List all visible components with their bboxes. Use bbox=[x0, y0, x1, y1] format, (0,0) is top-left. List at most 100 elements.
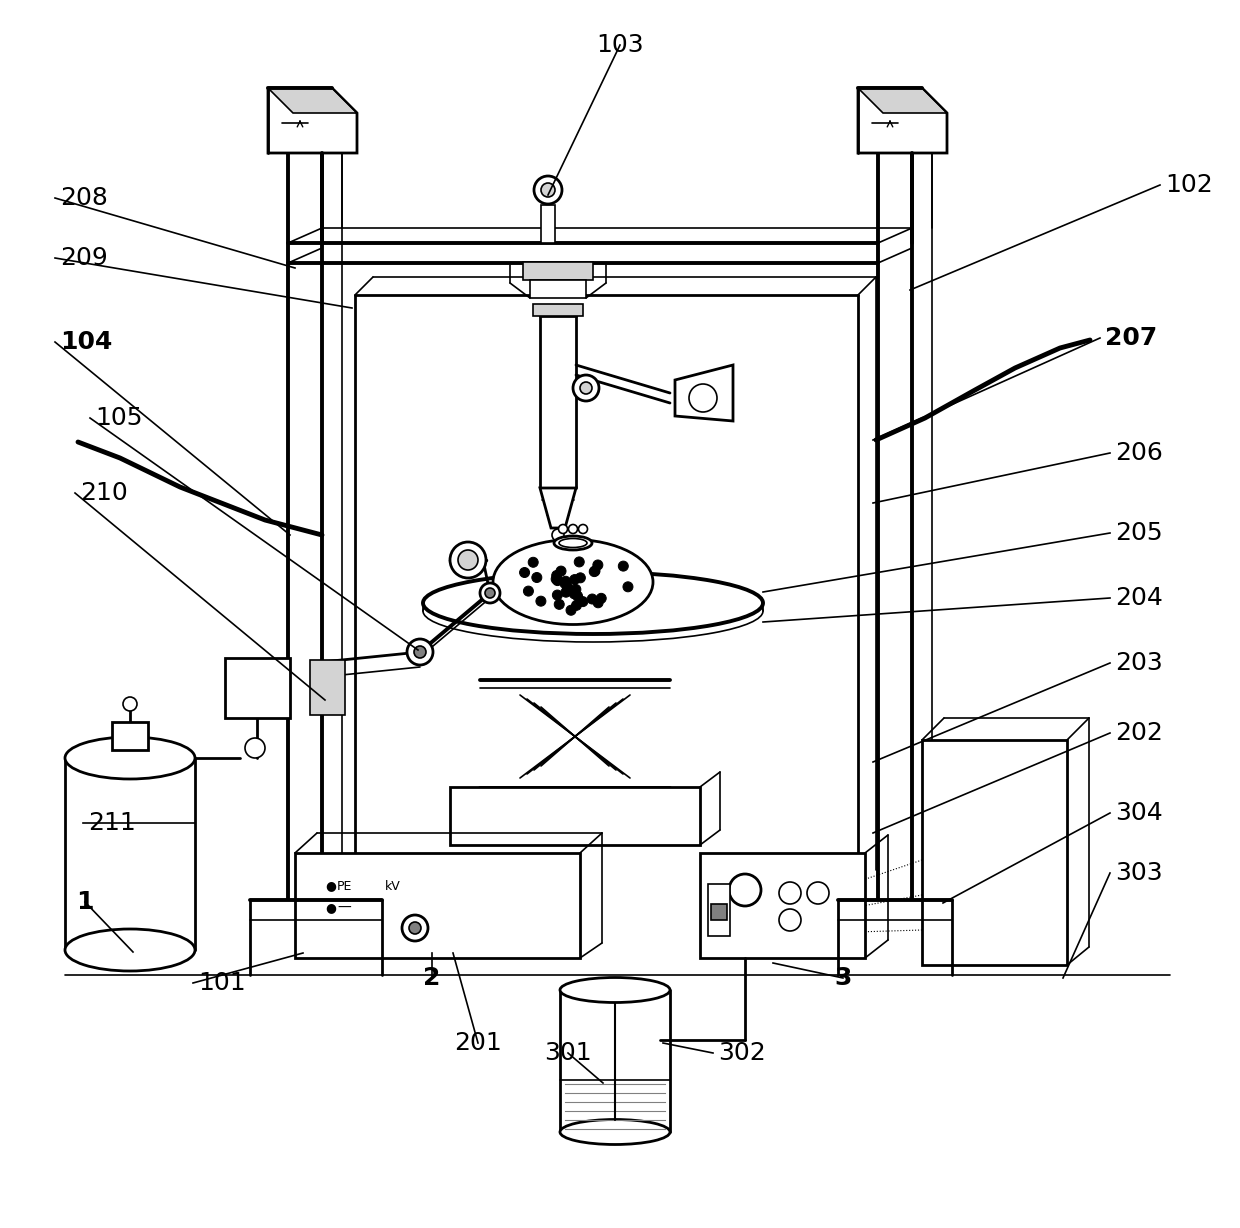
Text: —: — bbox=[337, 901, 351, 915]
Circle shape bbox=[552, 589, 563, 600]
Circle shape bbox=[553, 576, 563, 586]
Text: ●: ● bbox=[325, 879, 336, 893]
Circle shape bbox=[458, 550, 477, 570]
Text: 209: 209 bbox=[60, 246, 108, 270]
Text: 105: 105 bbox=[95, 406, 143, 430]
Circle shape bbox=[589, 566, 599, 577]
Text: 3: 3 bbox=[835, 966, 852, 990]
Circle shape bbox=[551, 573, 562, 585]
Text: 101: 101 bbox=[198, 971, 246, 995]
Bar bbox=[711, 904, 727, 920]
Text: 304: 304 bbox=[1115, 801, 1163, 825]
Circle shape bbox=[779, 909, 801, 931]
Bar bbox=[523, 262, 593, 280]
Bar bbox=[533, 305, 583, 316]
Circle shape bbox=[573, 375, 599, 402]
Circle shape bbox=[402, 915, 428, 941]
Circle shape bbox=[123, 698, 136, 711]
Text: 203: 203 bbox=[1115, 651, 1163, 675]
Circle shape bbox=[532, 572, 542, 582]
Circle shape bbox=[528, 558, 538, 567]
Circle shape bbox=[414, 646, 427, 658]
Bar bbox=[112, 722, 148, 750]
Ellipse shape bbox=[64, 930, 195, 971]
Polygon shape bbox=[268, 88, 357, 154]
Circle shape bbox=[807, 882, 830, 904]
Circle shape bbox=[574, 558, 584, 567]
Circle shape bbox=[575, 572, 585, 583]
Circle shape bbox=[558, 524, 568, 533]
Circle shape bbox=[593, 560, 603, 570]
Bar bbox=[224, 658, 290, 718]
Circle shape bbox=[560, 576, 570, 586]
Text: 210: 210 bbox=[81, 481, 128, 505]
Bar bbox=[701, 853, 866, 958]
Circle shape bbox=[568, 524, 578, 533]
Circle shape bbox=[556, 566, 565, 576]
Text: 303: 303 bbox=[1115, 861, 1163, 885]
Circle shape bbox=[552, 529, 564, 542]
Circle shape bbox=[590, 566, 600, 576]
Circle shape bbox=[570, 585, 580, 594]
Text: 201: 201 bbox=[454, 1032, 502, 1055]
Text: 301: 301 bbox=[544, 1041, 591, 1065]
Circle shape bbox=[572, 600, 582, 610]
Bar bbox=[923, 740, 1066, 965]
Text: 103: 103 bbox=[596, 33, 644, 56]
Circle shape bbox=[554, 599, 564, 609]
Text: 208: 208 bbox=[60, 185, 108, 210]
Circle shape bbox=[588, 594, 598, 604]
Ellipse shape bbox=[560, 977, 670, 1002]
Circle shape bbox=[552, 571, 562, 581]
Circle shape bbox=[560, 587, 570, 597]
Bar bbox=[310, 659, 345, 715]
Circle shape bbox=[520, 567, 529, 577]
Text: 102: 102 bbox=[1166, 173, 1213, 196]
Circle shape bbox=[485, 588, 495, 598]
Circle shape bbox=[578, 597, 588, 607]
Ellipse shape bbox=[423, 580, 763, 642]
Circle shape bbox=[246, 738, 265, 758]
Text: 1: 1 bbox=[76, 890, 94, 914]
Circle shape bbox=[407, 639, 433, 666]
Circle shape bbox=[579, 524, 588, 533]
Polygon shape bbox=[675, 365, 733, 421]
Circle shape bbox=[480, 583, 500, 603]
Text: 206: 206 bbox=[1115, 441, 1163, 465]
Polygon shape bbox=[539, 488, 577, 528]
Circle shape bbox=[409, 922, 422, 935]
Ellipse shape bbox=[64, 737, 195, 779]
Circle shape bbox=[536, 596, 546, 607]
Text: 211: 211 bbox=[88, 810, 135, 835]
Text: 302: 302 bbox=[718, 1041, 766, 1065]
Circle shape bbox=[596, 593, 606, 603]
Text: kV: kV bbox=[384, 879, 401, 893]
Polygon shape bbox=[858, 88, 947, 154]
Circle shape bbox=[534, 176, 562, 204]
Circle shape bbox=[573, 591, 583, 600]
Circle shape bbox=[619, 561, 629, 571]
Circle shape bbox=[569, 575, 579, 585]
Circle shape bbox=[563, 582, 573, 593]
Text: 104: 104 bbox=[60, 330, 113, 354]
Circle shape bbox=[689, 384, 717, 413]
Ellipse shape bbox=[559, 539, 587, 548]
Circle shape bbox=[560, 578, 570, 588]
Bar bbox=[450, 787, 701, 845]
Circle shape bbox=[729, 874, 761, 906]
Circle shape bbox=[541, 183, 556, 196]
Bar bbox=[295, 853, 580, 958]
Bar bbox=[708, 884, 730, 936]
Text: ●: ● bbox=[325, 901, 336, 915]
Text: 205: 205 bbox=[1115, 521, 1163, 545]
Ellipse shape bbox=[560, 1120, 670, 1144]
Bar bbox=[529, 280, 587, 298]
Text: 207: 207 bbox=[1105, 325, 1157, 350]
Ellipse shape bbox=[494, 539, 653, 625]
Circle shape bbox=[523, 586, 533, 596]
Text: PE: PE bbox=[337, 879, 352, 893]
Ellipse shape bbox=[554, 535, 591, 550]
Circle shape bbox=[593, 598, 603, 608]
Text: 202: 202 bbox=[1115, 721, 1163, 745]
Polygon shape bbox=[858, 88, 947, 113]
